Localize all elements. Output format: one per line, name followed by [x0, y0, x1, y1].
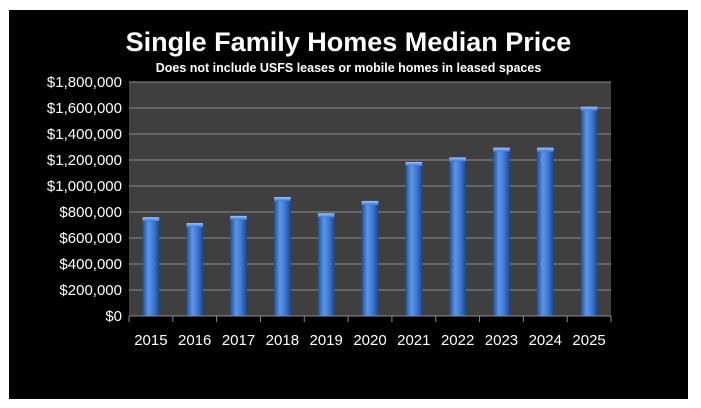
y-tick-label: $600,000: [59, 230, 122, 247]
bar-2021: [405, 161, 423, 316]
bar-cap-2021: [405, 161, 423, 166]
bar-cap-2022: [449, 157, 466, 162]
bar-2015: [142, 217, 160, 316]
x-tick-label: 2023: [485, 332, 518, 349]
bar-cap-2017: [230, 215, 247, 220]
y-tick-label: $0: [105, 308, 122, 325]
x-tick-label: 2025: [572, 332, 605, 349]
chart-subtitle: Does not include USFS leases or mobile h…: [155, 61, 542, 75]
bar-2018: [274, 197, 291, 316]
y-tick-label: $1,000,000: [47, 178, 122, 195]
y-tick-label: $1,200,000: [47, 152, 122, 169]
y-tick-label: $400,000: [59, 256, 122, 273]
bar-2022: [449, 157, 466, 316]
bar-2016: [186, 223, 204, 316]
bar-cap-2025: [580, 106, 598, 111]
y-tick-labels: $0 $200,000 $400,000 $600,000 $800,000 $1,000…: [47, 74, 122, 325]
bar-cap-2018: [274, 197, 291, 202]
y-tick-label: $800,000: [59, 204, 122, 221]
x-tick-label: 2015: [134, 332, 167, 349]
y-tick-label: $1,600,000: [47, 100, 122, 117]
bar-2019: [317, 213, 335, 316]
x-tick-label: 2018: [266, 332, 299, 349]
chart-title: Single Family Homes Median Price: [125, 27, 572, 57]
bars: [142, 106, 598, 316]
bar-2025: [580, 106, 598, 316]
x-tick-label: 2021: [397, 332, 430, 349]
bar-cap-2020: [361, 200, 379, 205]
bar-2017: [230, 215, 247, 316]
axes: [128, 315, 612, 322]
chart-slide: Single Family Homes Median Price Does no…: [9, 10, 688, 399]
bar-cap-2019: [317, 213, 335, 218]
x-tick-label: 2016: [178, 332, 211, 349]
x-tick-label: 2017: [222, 332, 255, 349]
y-tick-label: $200,000: [59, 282, 122, 299]
bar-cap-2024: [536, 147, 554, 152]
y-tick-label: $1,800,000: [47, 74, 122, 91]
bar-2020: [361, 200, 379, 316]
x-tick-label: 2022: [441, 332, 474, 349]
x-tick-label: 2024: [529, 332, 562, 349]
bar-2024: [536, 147, 554, 316]
bar-chart: $0 $200,000 $400,000 $600,000 $800,000 $1,000…: [47, 74, 612, 349]
y-tick-label: $1,400,000: [47, 126, 122, 143]
x-tick-label: 2020: [353, 332, 386, 349]
bar-cap-2023: [493, 147, 510, 152]
bar-cap-2016: [186, 223, 204, 228]
x-tick-labels: 2015 2016 2017 2018 2019 2020 2021 2022 2023 2024…: [134, 332, 606, 349]
x-tick-label: 2019: [309, 332, 342, 349]
bar-2023: [493, 147, 510, 316]
bar-cap-2015: [142, 217, 160, 222]
